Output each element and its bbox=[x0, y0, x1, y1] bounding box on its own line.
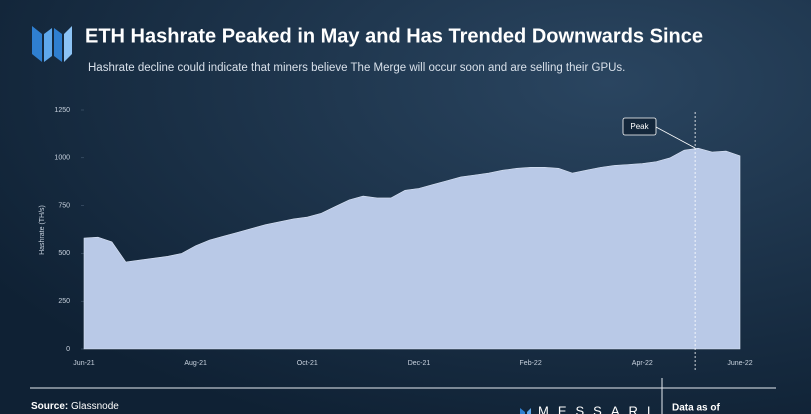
y-tick-label: 250 bbox=[58, 298, 70, 305]
logo bbox=[32, 26, 72, 62]
brand-name: MESSARI bbox=[538, 403, 660, 414]
data-as-of: Data as of bbox=[672, 403, 720, 414]
annotation-leader bbox=[655, 126, 696, 149]
y-tick-label: 500 bbox=[58, 250, 70, 257]
y-axis-label: Hashrate (TH/s) bbox=[39, 205, 46, 255]
x-tick-label: Feb-22 bbox=[520, 360, 542, 367]
y-tick-label: 1000 bbox=[54, 155, 70, 162]
source-label: Source: bbox=[31, 401, 68, 412]
annotation-text: Peak bbox=[630, 122, 649, 131]
annotation-box bbox=[622, 117, 657, 136]
area bbox=[83, 147, 741, 350]
x-tick-label: Apr-22 bbox=[632, 360, 653, 367]
y-tick-label: 0 bbox=[66, 346, 70, 353]
x-tick-label: Jun-21 bbox=[73, 360, 95, 367]
x-tick-label: June-22 bbox=[727, 360, 752, 367]
x-tick-label: Aug-21 bbox=[184, 360, 207, 367]
chart-title: ETH Hashrate Peaked in May and Has Trend… bbox=[85, 25, 703, 47]
x-tick-label: Oct-21 bbox=[297, 360, 318, 367]
brand-logo bbox=[520, 408, 531, 414]
x-tick-label: Dec-21 bbox=[408, 360, 431, 367]
chart-subtitle: Hashrate decline could indicate that min… bbox=[88, 62, 625, 74]
footer-source: Source: Glassnode bbox=[31, 401, 119, 412]
y-tick-label: 750 bbox=[58, 202, 70, 209]
y-tick-label: 1250 bbox=[54, 107, 70, 114]
source-value: Glassnode bbox=[71, 401, 119, 412]
